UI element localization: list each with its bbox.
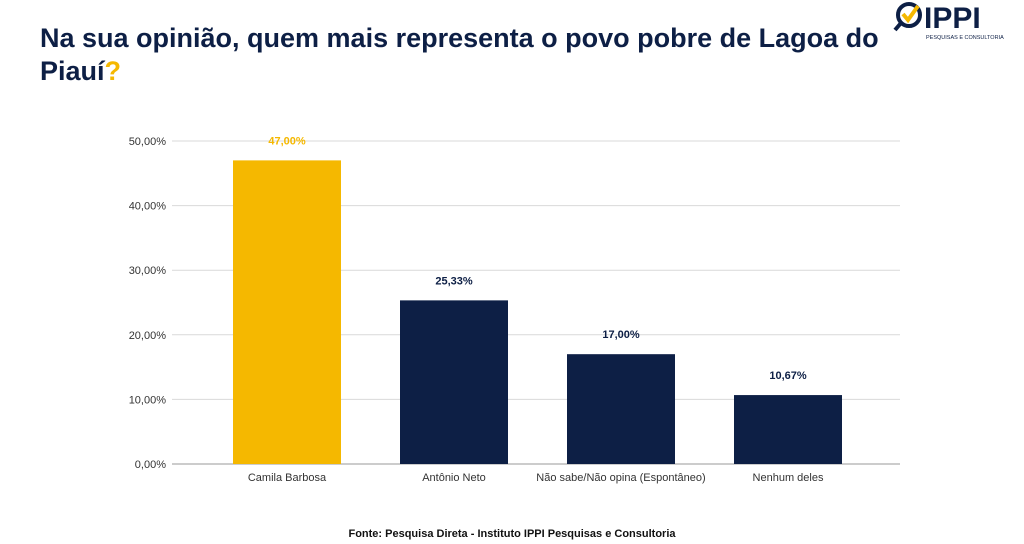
bar: [567, 354, 675, 464]
bar: [233, 160, 341, 464]
logo-subtitle: PESQUISAS E CONSULTORIA: [926, 35, 1004, 41]
bar-chart: 0,00% 10,00% 20,00% 30,00% 40,00% 50,00% 47,00…: [129, 135, 900, 484]
y-tick-label: 20,00%: [129, 330, 167, 342]
title-question-mark: ?: [104, 56, 122, 86]
data-label: 25,33%: [435, 275, 473, 287]
title-text: Na sua opinião, quem mais representa o p…: [40, 23, 879, 86]
x-tick-label: Nenhum deles: [753, 472, 824, 484]
x-tick-label: Antônio Neto: [422, 472, 486, 484]
y-tick-label: 30,00%: [129, 265, 167, 277]
data-label: 17,00%: [602, 329, 640, 341]
bar: [734, 395, 842, 464]
x-tick-label: Não sabe/Não opina (Espontâneo): [536, 472, 705, 484]
data-label: 47,00%: [268, 135, 306, 147]
ippi-logo: IPPI PESQUISAS E CONSULTORIA: [893, 2, 1004, 41]
y-tick-label: 50,00%: [129, 136, 167, 148]
y-tick-label: 10,00%: [129, 394, 167, 406]
check-icon: [901, 4, 920, 24]
source-footer: Fonte: Pesquisa Direta - Instituto IPPI …: [348, 528, 676, 540]
x-tick-label: Camila Barbosa: [248, 472, 327, 484]
logo-text: IPPI: [924, 2, 981, 35]
y-tick-label: 0,00%: [135, 459, 166, 471]
y-tick-label: 40,00%: [129, 201, 167, 213]
data-label: 10,67%: [769, 370, 807, 382]
bar: [400, 300, 508, 464]
page-title: Na sua opinião, quem mais representa o p…: [40, 22, 880, 88]
magnifier-icon: [896, 2, 922, 28]
